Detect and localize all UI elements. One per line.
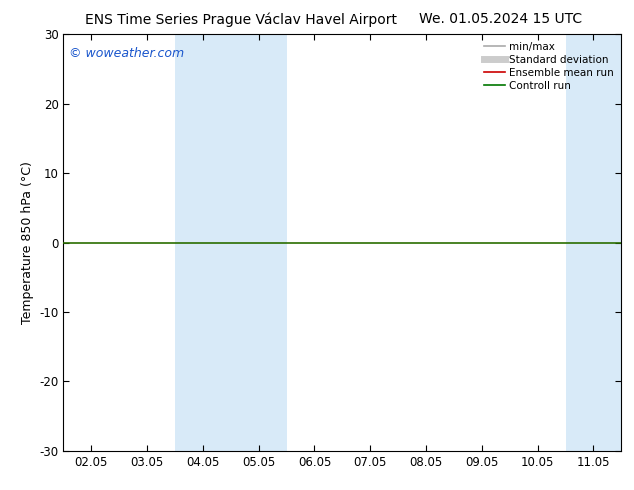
Y-axis label: Temperature 850 hPa (°C): Temperature 850 hPa (°C) [21, 161, 34, 324]
Bar [175, 34, 231, 451]
Bar [593, 34, 621, 451]
Text: We. 01.05.2024 15 UTC: We. 01.05.2024 15 UTC [419, 12, 583, 26]
Legend: min/max, Standard deviation, Ensemble mean run, Controll run: min/max, Standard deviation, Ensemble me… [482, 40, 616, 93]
Bar [566, 34, 593, 451]
Bar [231, 34, 287, 451]
Text: ENS Time Series Prague Václav Havel Airport: ENS Time Series Prague Václav Havel Airp… [85, 12, 397, 27]
Text: © woweather.com: © woweather.com [69, 47, 184, 60]
